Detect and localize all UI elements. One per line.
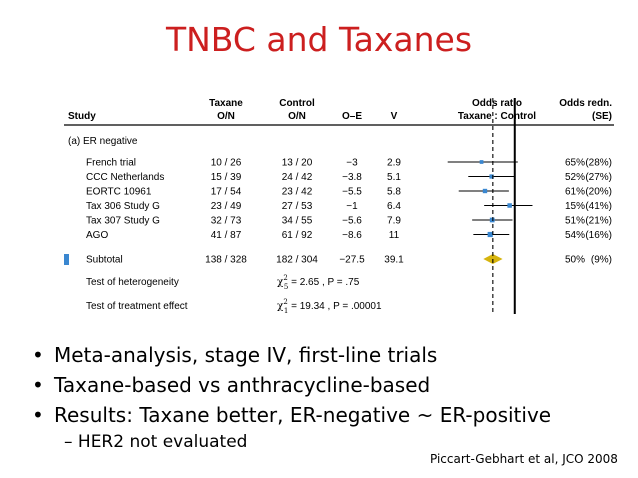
point-estimate-box (487, 231, 493, 238)
bullet-dot: • (32, 373, 44, 397)
row-oe: −3 (346, 158, 358, 169)
row-taxane: 10 / 26 (211, 158, 242, 169)
row-taxane: 23 / 49 (211, 201, 242, 212)
citation: Piccart-Gebhart et al, JCO 2008 (430, 452, 618, 466)
point-estimate-box (507, 203, 512, 208)
row-control: 27 / 53 (282, 201, 313, 212)
row-oe: −5.5 (342, 187, 362, 198)
row-taxane: 15 / 39 (211, 172, 242, 183)
header-control: Control (279, 98, 315, 109)
subtotal-redn: 50% (565, 255, 585, 266)
row-v: 6.4 (387, 201, 401, 212)
header-v: V (391, 111, 398, 122)
header-study: Study (68, 111, 96, 122)
header-odds-redn-se: (SE) (592, 111, 612, 122)
header-odds-ratio-sub: Taxane : Control (458, 111, 536, 122)
row-redn: 52% (565, 172, 585, 183)
row-oe: −1 (346, 201, 358, 212)
row-se: (20%) (585, 187, 612, 198)
slide-title: TNBC and Taxanes (165, 20, 473, 59)
row-se: (41%) (585, 201, 612, 212)
row-study: CCC Netherlands (86, 172, 164, 183)
sub-bullet-dash: – (64, 432, 73, 452)
row-redn: 51% (565, 216, 585, 227)
row-taxane: 17 / 54 (211, 187, 242, 198)
row-redn: 61% (565, 187, 585, 198)
row-control: 13 / 20 (282, 158, 313, 169)
row-se: (28%) (585, 158, 612, 169)
bullet-item: • Results: Taxane better, ER-negative ~ E… (32, 400, 632, 430)
point-estimate-box (482, 188, 488, 194)
row-redn: 15% (565, 201, 585, 212)
bullet-dot: • (32, 403, 44, 427)
row-control: 24 / 42 (282, 172, 313, 183)
row-v: 5.1 (387, 172, 401, 183)
bullet-dot: • (32, 343, 44, 367)
row-redn: 65% (565, 158, 585, 169)
row-study: French trial (86, 158, 136, 169)
row-oe: −5.6 (342, 216, 362, 227)
test-statistic: χ2 5 = 2.65 , P = .75 (277, 274, 360, 291)
row-control: 61 / 92 (282, 230, 313, 241)
header-odds-ratio: Odds ratio (472, 98, 522, 109)
row-oe: −8.6 (342, 230, 362, 241)
row-oe: −3.8 (342, 172, 362, 183)
row-control: 23 / 42 (282, 187, 313, 198)
bullet-list: • Meta-analysis, stage IV, first-line tri… (32, 340, 632, 454)
row-v: 2.9 (387, 158, 401, 169)
row-se: (27%) (585, 172, 612, 183)
test-statistic: χ2 1 = 19.34 , P = .00001 (277, 298, 382, 315)
header-odds-redn: Odds redn. (559, 98, 612, 109)
header-control-on: O/N (288, 111, 306, 122)
point-estimate-box (489, 217, 495, 223)
sub-bullet-text: HER2 not evaluated (77, 432, 248, 452)
group-label: (a) ER negative (68, 136, 138, 147)
header-oe: O–E (342, 111, 362, 122)
bullet-item: • Meta-analysis, stage IV, first-line tri… (32, 340, 632, 370)
row-v: 11 (389, 230, 400, 241)
bullet-text: Taxane-based vs anthracycline-based (54, 373, 431, 397)
subtotal-taxane: 138 / 328 (205, 255, 247, 266)
bullet-text: Results: Taxane better, ER-negative ~ ER… (54, 403, 552, 427)
row-taxane: 32 / 73 (211, 216, 242, 227)
test-label: Test of heterogeneity (86, 277, 179, 288)
row-taxane: 41 / 87 (211, 230, 242, 241)
bullet-item: • Taxane-based vs anthracycline-based (32, 370, 632, 400)
row-study: Tax 306 Study G (86, 201, 160, 212)
row-study: Tax 307 Study G (86, 216, 160, 227)
sub-bullet-item: – HER2 not evaluated (32, 430, 632, 454)
row-se: (16%) (585, 230, 612, 241)
subtotal-v: 39.1 (384, 255, 404, 266)
row-study: AGO (86, 230, 108, 241)
subtotal-se: (9%) (591, 255, 612, 266)
row-control: 34 / 55 (282, 216, 313, 227)
header-taxane: Taxane (209, 98, 243, 109)
forest-plot: Taxane O/N Control O/N Study O–E V Odds ratio Ta… (64, 98, 614, 315)
header-taxane-on: O/N (217, 111, 235, 122)
bullet-text: Meta-analysis, stage IV, first-line tria… (54, 343, 438, 367)
subtotal-study: Subtotal (86, 255, 123, 266)
test-label: Test of treatment effect (86, 301, 188, 312)
row-se: (21%) (585, 216, 612, 227)
row-study: EORTC 10961 (86, 187, 152, 198)
subtotal-oe: −27.5 (339, 255, 365, 266)
row-v: 7.9 (387, 216, 401, 227)
row-v: 5.8 (387, 187, 401, 198)
point-estimate-box (489, 174, 494, 179)
subtotal-control: 182 / 304 (276, 255, 318, 266)
subtotal-marker (64, 254, 69, 265)
point-estimate-box (479, 160, 484, 164)
row-redn: 54% (565, 230, 585, 241)
